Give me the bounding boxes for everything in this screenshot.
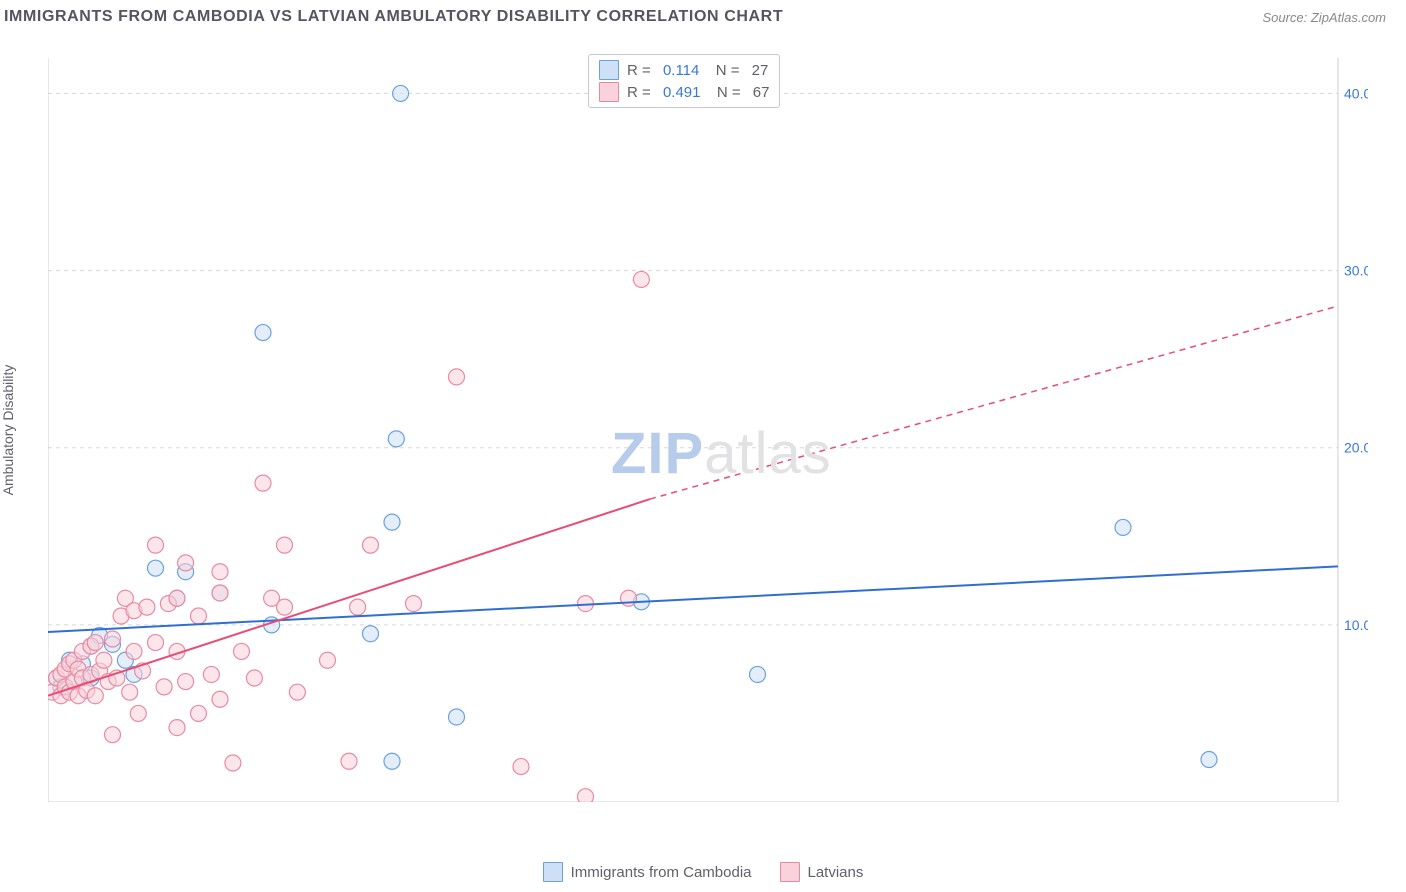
correlation-legend: R = 0.114 N = 27R = 0.491 N = 67: [588, 54, 780, 108]
r-label: R =: [627, 84, 655, 101]
r-value: 0.491: [663, 84, 701, 101]
svg-text:20.0%: 20.0%: [1344, 440, 1368, 456]
n-label: N =: [708, 84, 744, 101]
n-label: N =: [707, 62, 743, 79]
scatter-chart: 10.0%20.0%30.0%40.0%0.0%30.0% R = 0.114 …: [48, 40, 1368, 802]
y-axis-label: Ambulatory Disability: [0, 365, 16, 496]
n-value: 67: [753, 84, 770, 101]
legend-label: Latvians: [808, 864, 864, 881]
legend-label: Immigrants from Cambodia: [571, 864, 752, 881]
svg-text:40.0%: 40.0%: [1344, 85, 1368, 101]
chart-source: Source: ZipAtlas.com: [1262, 10, 1386, 25]
chart-svg: 10.0%20.0%30.0%40.0%0.0%30.0%: [48, 40, 1368, 802]
correlation-legend-row: R = 0.114 N = 27: [599, 59, 769, 81]
legend-swatch-icon: [780, 862, 800, 882]
chart-header: IMMIGRANTS FROM CAMBODIA VS LATVIAN AMBU…: [0, 0, 1406, 30]
legend-item-cambodia: Immigrants from Cambodia: [543, 862, 752, 882]
chart-title: IMMIGRANTS FROM CAMBODIA VS LATVIAN AMBU…: [4, 8, 783, 26]
series-legend: Immigrants from Cambodia Latvians: [0, 862, 1406, 882]
legend-swatch-icon: [543, 862, 563, 882]
correlation-legend-row: R = 0.491 N = 67: [599, 81, 769, 103]
legend-item-latvians: Latvians: [780, 862, 864, 882]
r-label: R =: [627, 62, 655, 79]
n-value: 27: [752, 62, 769, 79]
svg-text:30.0%: 30.0%: [1344, 263, 1368, 279]
svg-text:10.0%: 10.0%: [1344, 617, 1368, 633]
r-value: 0.114: [663, 62, 699, 79]
legend-swatch-icon: [599, 60, 619, 80]
legend-swatch-icon: [599, 82, 619, 102]
